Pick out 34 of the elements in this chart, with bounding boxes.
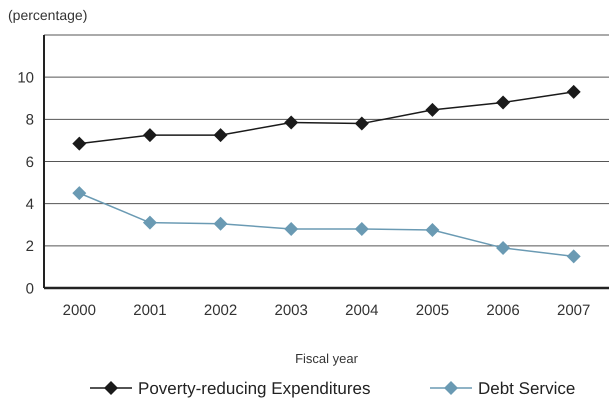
point — [72, 136, 86, 151]
x-tick-label: 2004 — [345, 302, 378, 319]
y-tick-label: 4 — [26, 196, 34, 213]
point — [284, 222, 298, 236]
y-tick-label: 2 — [26, 238, 34, 256]
point — [214, 128, 228, 142]
point — [72, 186, 86, 200]
point — [214, 216, 228, 231]
point — [496, 95, 510, 110]
x-tick-label: 2000 — [62, 302, 96, 319]
x-tick-label: 2001 — [133, 302, 167, 319]
legend-label: Poverty-reducing Expenditures — [138, 378, 370, 398]
legend-label: Debt Service — [478, 378, 576, 398]
x-tick-label: 2006 — [486, 302, 520, 319]
point — [566, 84, 581, 99]
point — [566, 249, 581, 264]
point — [496, 240, 510, 255]
point — [354, 116, 369, 131]
y-tick-label: 10 — [17, 69, 34, 86]
point — [425, 223, 440, 238]
x-tick-label: 2002 — [204, 302, 238, 319]
point — [142, 128, 157, 142]
x-tick-label: 2007 — [557, 302, 590, 319]
x-tick-label: 2003 — [274, 302, 308, 319]
chart-subtitle: (percentage) — [8, 7, 88, 23]
point — [284, 115, 298, 130]
point — [425, 102, 440, 117]
x-tick-label: 2005 — [416, 302, 450, 319]
y-tick-label: 8 — [26, 112, 34, 129]
point — [354, 222, 369, 236]
y-tick-label: 6 — [26, 154, 34, 171]
y-tick-label: 0 — [26, 280, 34, 298]
point — [142, 216, 157, 230]
x-axis-title: Fiscal year — [295, 351, 359, 366]
